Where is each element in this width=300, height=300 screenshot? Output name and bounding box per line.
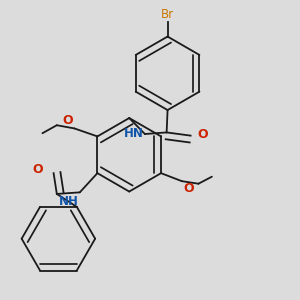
Text: NH: NH (59, 195, 79, 208)
Text: HN: HN (123, 127, 143, 140)
Text: O: O (33, 163, 44, 176)
Text: Br: Br (161, 8, 174, 21)
Text: O: O (198, 128, 208, 142)
Text: O: O (183, 182, 194, 195)
Text: O: O (62, 115, 73, 128)
